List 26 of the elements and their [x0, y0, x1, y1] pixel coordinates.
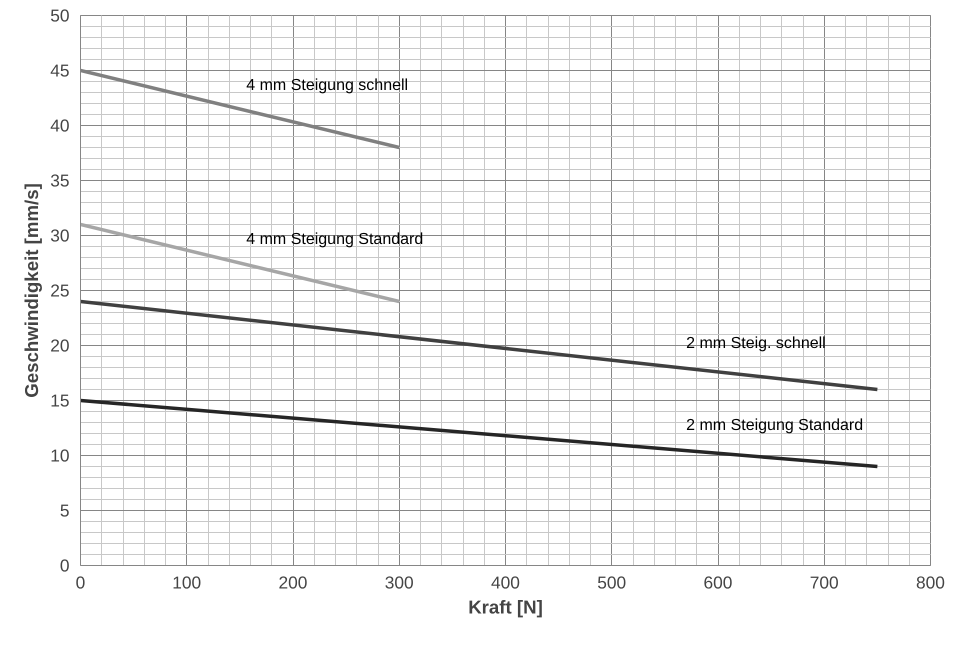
y-tick-label: 40	[50, 116, 70, 136]
y-tick-label: 5	[60, 500, 70, 520]
x-tick-label: 0	[76, 572, 86, 592]
y-tick-label: 10	[50, 446, 70, 466]
series-label: 2 mm Steigung Standard	[686, 417, 864, 434]
y-tick-label: 15	[50, 390, 70, 410]
y-tick-label: 45	[50, 60, 70, 80]
x-tick-label: 700	[810, 572, 839, 592]
series-label: 4 mm Steigung Standard	[246, 231, 424, 248]
y-tick-label: 35	[50, 170, 70, 190]
y-tick-label: 50	[50, 6, 70, 26]
x-tick-label: 100	[172, 572, 202, 592]
y-tick-label: 25	[50, 280, 70, 300]
y-tick-label: 0	[60, 556, 70, 576]
series-label: 4 mm Steigung schnell	[246, 77, 408, 94]
x-tick-label: 200	[278, 572, 308, 592]
x-tick-label: 800	[916, 572, 945, 592]
y-tick-label: 30	[50, 226, 70, 246]
x-tick-label: 500	[597, 572, 626, 592]
series-label: 2 mm Steig. schnell	[686, 334, 826, 352]
y-tick-label: 20	[50, 336, 70, 356]
y-axis-title: Geschwindigkeit [mm/s]	[21, 183, 42, 398]
x-axis-title: Kraft [N]	[468, 596, 543, 618]
x-tick-label: 600	[704, 572, 732, 592]
x-tick-label: 400	[491, 572, 520, 592]
x-tick-label: 300	[384, 572, 414, 592]
